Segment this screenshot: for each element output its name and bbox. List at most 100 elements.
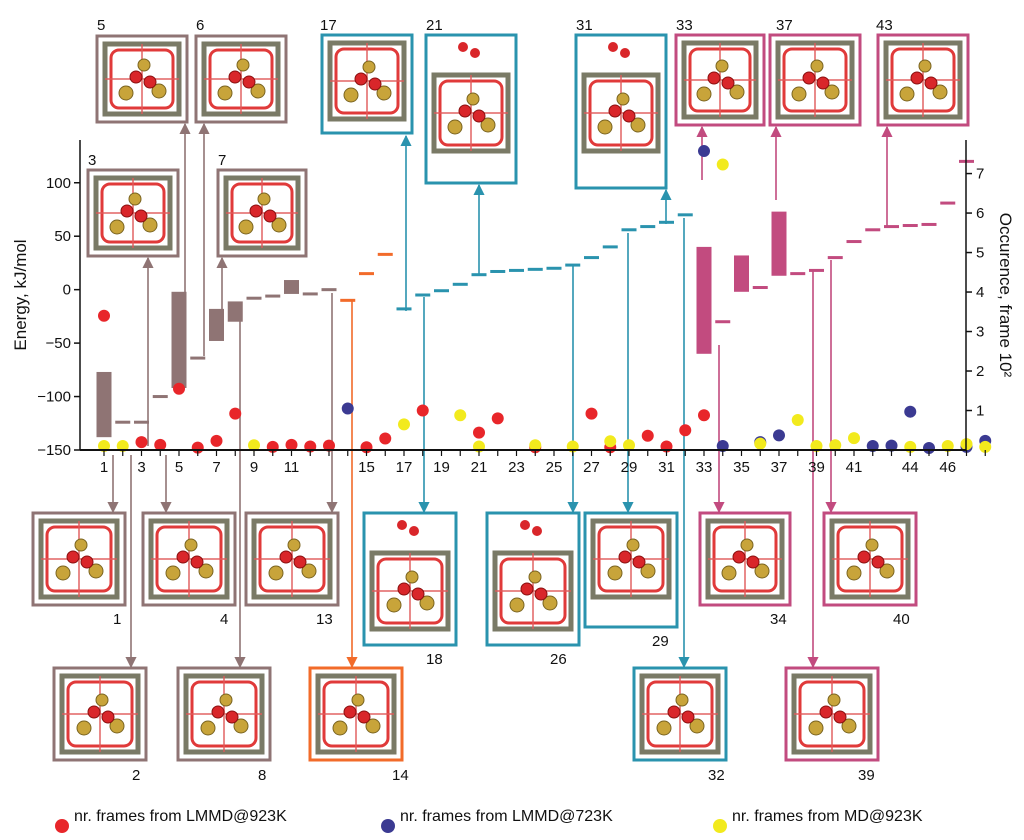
structure-number: 26 bbox=[550, 651, 567, 668]
si-atom bbox=[142, 217, 158, 233]
o-atom bbox=[732, 550, 746, 564]
si-atom bbox=[528, 570, 542, 584]
y-tick-label: 50 bbox=[54, 228, 71, 245]
legend-label: nr. frames from MD@923K bbox=[732, 808, 923, 825]
si-atom bbox=[656, 720, 672, 736]
structure-number: 40 bbox=[893, 611, 910, 628]
energy-box-11 bbox=[284, 280, 299, 294]
si-atom bbox=[351, 693, 365, 707]
o-atom bbox=[190, 555, 204, 569]
si-atom bbox=[824, 84, 840, 100]
energy-box-7 bbox=[209, 308, 224, 341]
energy-box-37 bbox=[771, 211, 787, 276]
o-atom bbox=[134, 209, 148, 223]
o2-atom bbox=[397, 520, 407, 530]
o2-atom bbox=[532, 526, 542, 536]
si-atom bbox=[419, 595, 435, 611]
si-atom bbox=[238, 219, 254, 235]
o-atom bbox=[618, 550, 632, 564]
x-tick-label: 11 bbox=[284, 459, 300, 476]
o-atom bbox=[458, 104, 472, 118]
structure-5: 5 bbox=[95, 17, 189, 124]
si-atom bbox=[740, 538, 754, 552]
o-atom bbox=[225, 710, 239, 724]
structure-number: 17 bbox=[320, 17, 337, 34]
si-atom bbox=[640, 563, 656, 579]
si-atom bbox=[365, 718, 381, 734]
structure-number: 31 bbox=[576, 17, 593, 34]
si-atom bbox=[542, 595, 558, 611]
o-atom bbox=[176, 550, 190, 564]
x-tick-label: 23 bbox=[508, 459, 525, 476]
y-axis-title: Energy, kJ/mol bbox=[11, 239, 30, 350]
structure-number: 21 bbox=[426, 17, 443, 34]
si-atom bbox=[509, 597, 525, 613]
energy-box-35 bbox=[734, 255, 749, 292]
y-tick-label: −150 bbox=[37, 442, 71, 459]
energy-box-8 bbox=[227, 301, 243, 322]
point-series-3 bbox=[248, 439, 260, 452]
y2-tick-label: 5 bbox=[976, 245, 984, 262]
x-tick-label: 31 bbox=[658, 459, 675, 476]
point-series-3 bbox=[604, 435, 617, 448]
point-series-1 bbox=[473, 426, 485, 439]
structure-number: 14 bbox=[392, 767, 409, 784]
si-atom bbox=[151, 83, 167, 99]
legend-item-2: nr. frames from LMMD@723K bbox=[381, 808, 613, 833]
structure-29: 29 bbox=[583, 511, 679, 650]
structure-number: 6 bbox=[196, 17, 204, 34]
si-atom bbox=[88, 563, 104, 579]
o-atom bbox=[534, 587, 548, 601]
structure-17: 17 bbox=[320, 17, 414, 135]
point-series-2 bbox=[904, 405, 917, 418]
si-atom bbox=[109, 219, 125, 235]
structure-number: 18 bbox=[426, 651, 443, 668]
structure-4: 4 bbox=[141, 511, 237, 628]
o-atom bbox=[707, 71, 721, 85]
structure-33: 33 bbox=[674, 17, 766, 127]
si-atom bbox=[932, 84, 948, 100]
o2-atom bbox=[409, 526, 419, 536]
si-atom bbox=[715, 59, 729, 73]
o-atom bbox=[833, 710, 847, 724]
point-series-3 bbox=[529, 439, 542, 452]
structure-21: 21 bbox=[424, 17, 518, 185]
point-series-3 bbox=[848, 432, 860, 445]
x-tick-label: 25 bbox=[546, 459, 563, 476]
si-atom bbox=[721, 565, 737, 581]
x-tick-label: 3 bbox=[137, 459, 145, 476]
x-tick-label: 21 bbox=[471, 459, 488, 476]
si-atom bbox=[271, 217, 287, 233]
si-atom bbox=[268, 565, 284, 581]
o-atom bbox=[924, 76, 938, 90]
si-atom bbox=[76, 720, 92, 736]
x-tick-label: 33 bbox=[696, 459, 713, 476]
o-atom bbox=[681, 710, 695, 724]
si-atom bbox=[447, 119, 463, 135]
o-atom bbox=[857, 550, 871, 564]
structure-number: 7 bbox=[218, 152, 226, 169]
si-atom bbox=[287, 538, 301, 552]
o-atom bbox=[228, 70, 242, 84]
o-atom bbox=[632, 555, 646, 569]
y2-tick-label: 4 bbox=[976, 284, 984, 301]
o-atom bbox=[354, 72, 368, 86]
x-tick-label: 41 bbox=[846, 459, 863, 476]
o-atom bbox=[120, 204, 134, 218]
si-atom bbox=[616, 92, 630, 106]
si-atom bbox=[754, 563, 770, 579]
point-series-1 bbox=[210, 434, 223, 447]
point-series-1 bbox=[491, 412, 504, 425]
x-tick-label: 17 bbox=[396, 459, 413, 476]
o-atom bbox=[87, 705, 101, 719]
si-atom bbox=[184, 538, 198, 552]
energy-box-5 bbox=[171, 291, 187, 388]
si-atom bbox=[405, 570, 419, 584]
o-atom bbox=[242, 75, 256, 89]
point-series-2 bbox=[885, 439, 898, 452]
point-series-1 bbox=[641, 429, 654, 442]
o2-atom bbox=[620, 48, 630, 58]
structure-13: 13 bbox=[244, 511, 340, 628]
y2-tick-label: 2 bbox=[976, 363, 984, 380]
legend-marker bbox=[713, 819, 727, 833]
